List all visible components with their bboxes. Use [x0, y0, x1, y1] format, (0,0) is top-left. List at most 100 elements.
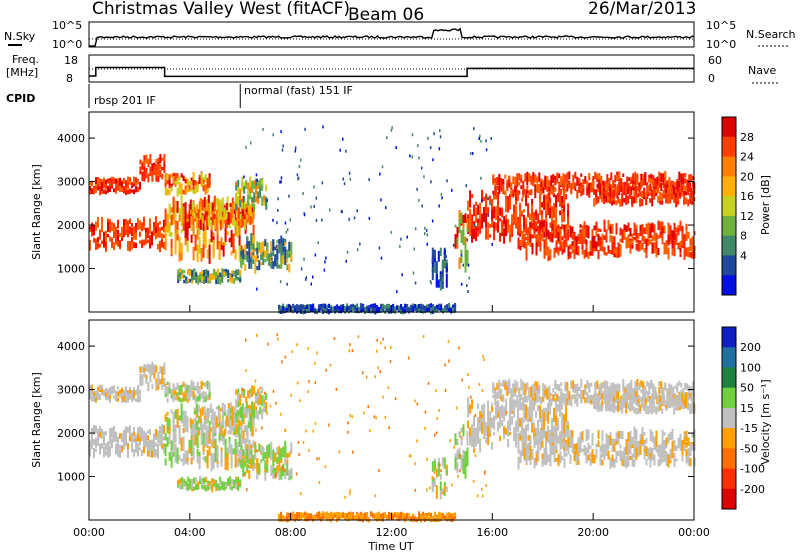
power-cell: [641, 223, 644, 232]
power-cell: [555, 226, 558, 239]
power-cell: [181, 269, 184, 274]
power-cell: [191, 216, 194, 225]
velocity-cell: [157, 375, 160, 384]
power-cell: [221, 208, 224, 212]
power-cell: [555, 242, 558, 252]
power-cell: [684, 173, 687, 178]
velocity-cell: [585, 452, 588, 457]
power-cell: [527, 194, 530, 198]
power-cell: [89, 226, 91, 231]
power-cell: [636, 175, 639, 181]
velocity-cell: [151, 450, 153, 458]
velocity-cell: [523, 438, 526, 444]
velocity-cell: [525, 460, 528, 464]
velocity-cell: [522, 397, 525, 405]
power-scatter-cell: [485, 139, 487, 143]
velocity-cell: [247, 390, 250, 399]
power-cell: [396, 305, 399, 311]
velocity-cell: [264, 452, 267, 460]
power-cell: [284, 242, 287, 246]
power-cell: [201, 215, 204, 224]
velocity-cell: [264, 460, 267, 471]
velocity-cell: [195, 420, 198, 430]
velocity-cell: [661, 438, 664, 448]
velocity-cell: [668, 383, 671, 392]
velocity-cell: [487, 426, 490, 441]
velocity-cell: [617, 401, 620, 411]
power-colorbar-swatch: [722, 235, 736, 256]
velocity-cell: [481, 417, 484, 434]
power-cell: [673, 232, 676, 241]
power-cell: [637, 185, 640, 192]
velocity-cell: [669, 448, 672, 460]
velocity-cell: [193, 422, 196, 435]
power-cell: [229, 208, 232, 214]
power-cell: [471, 214, 474, 231]
velocity-cell: [559, 456, 562, 464]
power-cell: [635, 196, 638, 204]
power-cell: [677, 228, 680, 234]
velocity-cell: [587, 454, 590, 461]
velocity-cell: [646, 380, 649, 386]
power-scatter-cell: [353, 216, 356, 220]
power-cell: [675, 234, 678, 242]
power-cell: [611, 236, 614, 242]
power-cell: [306, 304, 309, 309]
velocity-cell: [559, 431, 562, 444]
velocity-cell: [198, 386, 201, 393]
velocity-cell: [125, 438, 127, 447]
velocity-cell: [635, 390, 638, 399]
velocity-cell: [631, 453, 634, 466]
power-cell: [186, 221, 189, 236]
power-cell: [675, 189, 678, 193]
velocity-cell: [507, 438, 510, 448]
power-cell: [573, 247, 576, 259]
power-cell: [613, 237, 616, 249]
power-cell: [446, 308, 449, 313]
velocity-cell: [203, 415, 206, 420]
power-cell: [261, 182, 264, 191]
power-cell: [509, 194, 512, 201]
power-cell: [514, 186, 517, 193]
power-cell: [688, 174, 691, 180]
power-cell: [558, 173, 561, 179]
velocity-cell: [649, 405, 652, 414]
velocity-cell: [609, 457, 612, 470]
velocity-cell: [527, 409, 530, 417]
velocity-cell: [570, 380, 573, 386]
power-cell: [557, 247, 560, 256]
velocity-cell: [159, 426, 161, 437]
power-cell: [249, 176, 252, 188]
power-cell: [280, 243, 283, 256]
velocity-cell: [507, 420, 510, 425]
velocity-cell: [145, 364, 148, 372]
power-cell: [531, 206, 534, 217]
velocity-cell: [623, 393, 626, 400]
power-cell: [203, 196, 206, 208]
power-cell: [599, 236, 602, 246]
power-cell: [660, 182, 663, 190]
power-cell: [294, 305, 297, 311]
power-cell: [125, 230, 127, 236]
velocity-cell: [221, 481, 224, 486]
power-cell: [174, 172, 177, 182]
power-cell: [237, 182, 240, 188]
power-cell: [163, 167, 166, 173]
power-cell: [526, 171, 529, 179]
power-scatter-cell: [488, 196, 490, 200]
velocity-cell: [671, 398, 674, 408]
power-cell: [264, 258, 267, 263]
power-cell: [207, 279, 210, 283]
power-cell: [503, 228, 506, 244]
velocity-cell: [201, 406, 204, 416]
velocity-cell: [93, 451, 95, 458]
velocity-cell: [645, 402, 648, 409]
power-cell: [414, 307, 417, 311]
power-cell: [133, 226, 135, 234]
velocity-cell: [93, 439, 95, 446]
velocity-cell: [235, 412, 238, 424]
power-cell: [519, 245, 522, 251]
velocity-cell: [525, 405, 528, 419]
velocity-cell: [235, 409, 238, 417]
power-cell: [188, 203, 191, 214]
